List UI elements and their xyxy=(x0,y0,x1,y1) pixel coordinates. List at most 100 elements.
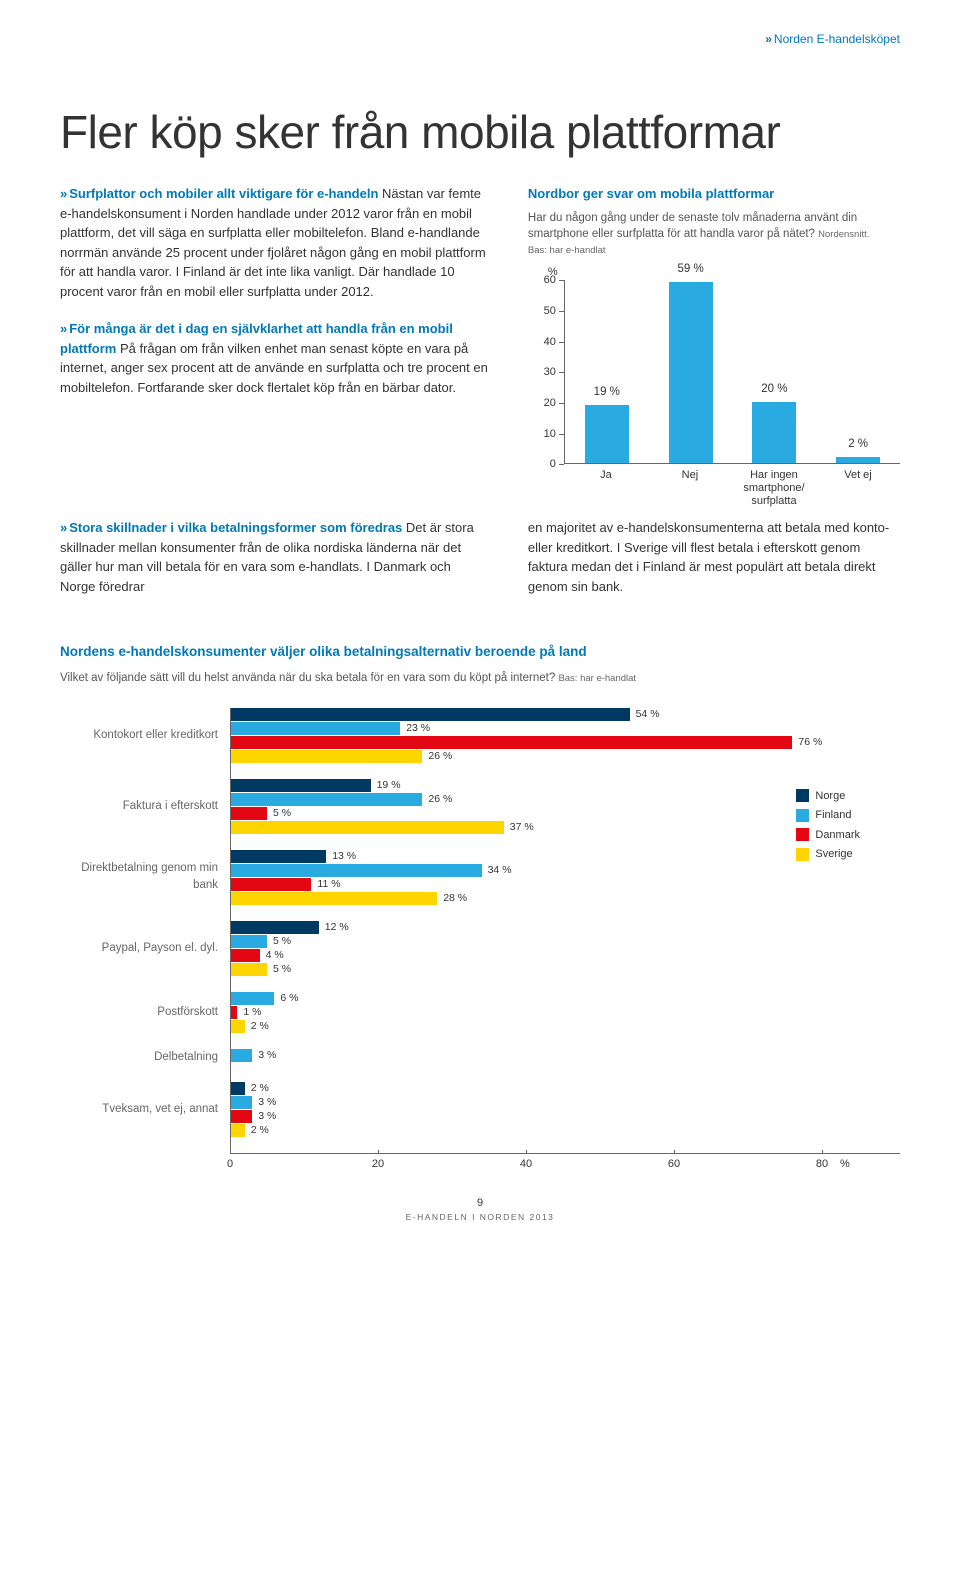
hbar: 2 % xyxy=(230,1124,900,1137)
chart1-bar-value: 20 % xyxy=(744,381,804,398)
hbar: 1 % xyxy=(230,1006,900,1019)
chart2-x-unit: % xyxy=(840,1156,914,1173)
chart1-xlabel: Vet ej xyxy=(818,469,898,482)
hbar-value: 3 % xyxy=(258,1049,276,1062)
hbar: 11 % xyxy=(230,878,900,891)
hbar: 12 % xyxy=(230,921,900,934)
hbar-category: Faktura i efterskott19 %26 %5 %37 % xyxy=(60,779,900,834)
hbar-category-label: Direktbetalning genom min bank xyxy=(60,860,230,895)
legend-item: Danmark xyxy=(796,827,860,844)
page-footer: 9 E-HANDELN I NORDEN 2013 xyxy=(60,1195,900,1224)
hbar-category: Postförskott6 %1 %2 % xyxy=(60,992,900,1033)
hbar-value: 37 % xyxy=(510,821,534,834)
hbar: 2 % xyxy=(230,1020,900,1033)
chart2-xtick: 60 xyxy=(668,1156,680,1173)
hbar-category-label: Postförskott xyxy=(60,1004,230,1021)
chart1-bar-value: 2 % xyxy=(828,436,888,453)
chart1-xlabel: Ja xyxy=(566,469,646,482)
legend-swatch xyxy=(796,828,809,841)
hbar: 76 % xyxy=(230,736,900,749)
chart1-ytick: 50 xyxy=(544,303,556,320)
chart1-ytick: 60 xyxy=(544,272,556,289)
hbar-fill xyxy=(230,1110,252,1123)
hbar: 3 % xyxy=(230,1049,900,1062)
hbar-value: 76 % xyxy=(798,736,822,749)
chart2-title: Nordens e-handelskonsumenter väljer olik… xyxy=(60,642,900,662)
hbar-category-label: Paypal, Payson el. dyl. xyxy=(60,940,230,957)
hbar-value: 26 % xyxy=(428,793,452,806)
hbar-fill xyxy=(230,963,267,976)
chart1-ytick: 30 xyxy=(544,364,556,381)
hbar-category: Kontokort eller kreditkort54 %23 %76 %26… xyxy=(60,708,900,763)
page-number: 9 xyxy=(60,1195,900,1212)
chart1-bar-value: 59 % xyxy=(661,261,721,278)
legend-label: Norge xyxy=(815,788,845,805)
hbar-fill xyxy=(230,1006,237,1019)
paragraph-2: »För många är det i dag en självklarhet … xyxy=(60,319,488,397)
hbar-fill xyxy=(230,1049,252,1062)
hbar-category-label: Delbetalning xyxy=(60,1049,230,1066)
hbar-fill xyxy=(230,1124,245,1137)
chart2-xtick: 80 xyxy=(816,1156,828,1173)
section-tag-text: Norden E-handelsköpet xyxy=(774,32,900,46)
hbar-fill xyxy=(230,1082,245,1095)
hbar-fill xyxy=(230,1020,245,1033)
chart1-ytick: 10 xyxy=(544,425,556,442)
hbar-fill xyxy=(230,921,319,934)
hbar-value: 2 % xyxy=(251,1082,269,1095)
arrow-icon: » xyxy=(765,32,772,46)
hbar: 3 % xyxy=(230,1110,900,1123)
chart1-base: Bas: har e-handlat xyxy=(528,244,900,258)
chart2-xtick: 0 xyxy=(227,1156,233,1173)
hbar-value: 26 % xyxy=(428,750,452,763)
legend-item: Sverige xyxy=(796,846,860,863)
hbar-value: 2 % xyxy=(251,1124,269,1137)
hbar-fill xyxy=(230,935,267,948)
hbar-value: 34 % xyxy=(488,864,512,877)
hbar: 5 % xyxy=(230,963,900,976)
chart2-xtick: 20 xyxy=(372,1156,384,1173)
legend-label: Danmark xyxy=(815,827,860,844)
chart2-legend: Norge Finland Danmark Sverige xyxy=(796,788,860,866)
hbar-category: Paypal, Payson el. dyl.12 %5 %4 %5 % xyxy=(60,921,900,976)
hbar-category: Direktbetalning genom min bank 13 % 34 %11… xyxy=(60,850,900,905)
paragraph-1: »Surfplattor och mobiler allt viktigare … xyxy=(60,184,488,301)
hbar-fill xyxy=(230,708,630,721)
hbar-value: 3 % xyxy=(258,1110,276,1123)
page-title: Fler köp sker från mobila plattformar xyxy=(60,108,900,156)
section-tag: »Norden E-handelsköpet xyxy=(60,30,900,48)
legend-label: Finland xyxy=(815,807,851,824)
hbar-category-label: Faktura i efterskott xyxy=(60,798,230,815)
hbar: 4 % xyxy=(230,949,900,962)
hbar-fill xyxy=(230,878,311,891)
hbar-fill xyxy=(230,850,326,863)
chart2-xtick: 40 xyxy=(520,1156,532,1173)
chart1-bar-value: 19 % xyxy=(577,384,637,401)
hbar-fill xyxy=(230,793,422,806)
para3b-body: en majoritet av e-handelskonsumenterna a… xyxy=(528,518,900,596)
legend-swatch xyxy=(796,809,809,822)
chart1-bar xyxy=(585,405,629,463)
chart1-xlabel: Har ingen smartphone/ surfplatta xyxy=(734,469,814,507)
hbar-fill xyxy=(230,750,422,763)
hbar-chart-payments: Kontokort eller kreditkort54 %23 %76 %26… xyxy=(60,708,900,1173)
hbar-value: 5 % xyxy=(273,963,291,976)
hbar-fill xyxy=(230,864,482,877)
hbar-value: 28 % xyxy=(443,892,467,905)
hbar-value: 13 % xyxy=(332,850,356,863)
hbar-fill xyxy=(230,736,792,749)
hbar-value: 4 % xyxy=(266,949,284,962)
hbar-fill xyxy=(230,992,274,1005)
hbar: 6 % xyxy=(230,992,900,1005)
para1-head: Surfplattor och mobiler allt viktigare f… xyxy=(69,186,378,201)
hbar: 5 % xyxy=(230,935,900,948)
hbar-fill xyxy=(230,821,504,834)
chart1-bar xyxy=(836,457,880,463)
hbar-fill xyxy=(230,892,437,905)
chart2-subtitle: Vilket av följande sätt vill du helst an… xyxy=(60,670,900,687)
hbar: 28 % xyxy=(230,892,900,905)
legend-swatch xyxy=(796,848,809,861)
chart1-title: Nordbor ger svar om mobila plattformar xyxy=(528,184,900,204)
hbar-value: 19 % xyxy=(377,779,401,792)
chart1-bar xyxy=(752,402,796,463)
